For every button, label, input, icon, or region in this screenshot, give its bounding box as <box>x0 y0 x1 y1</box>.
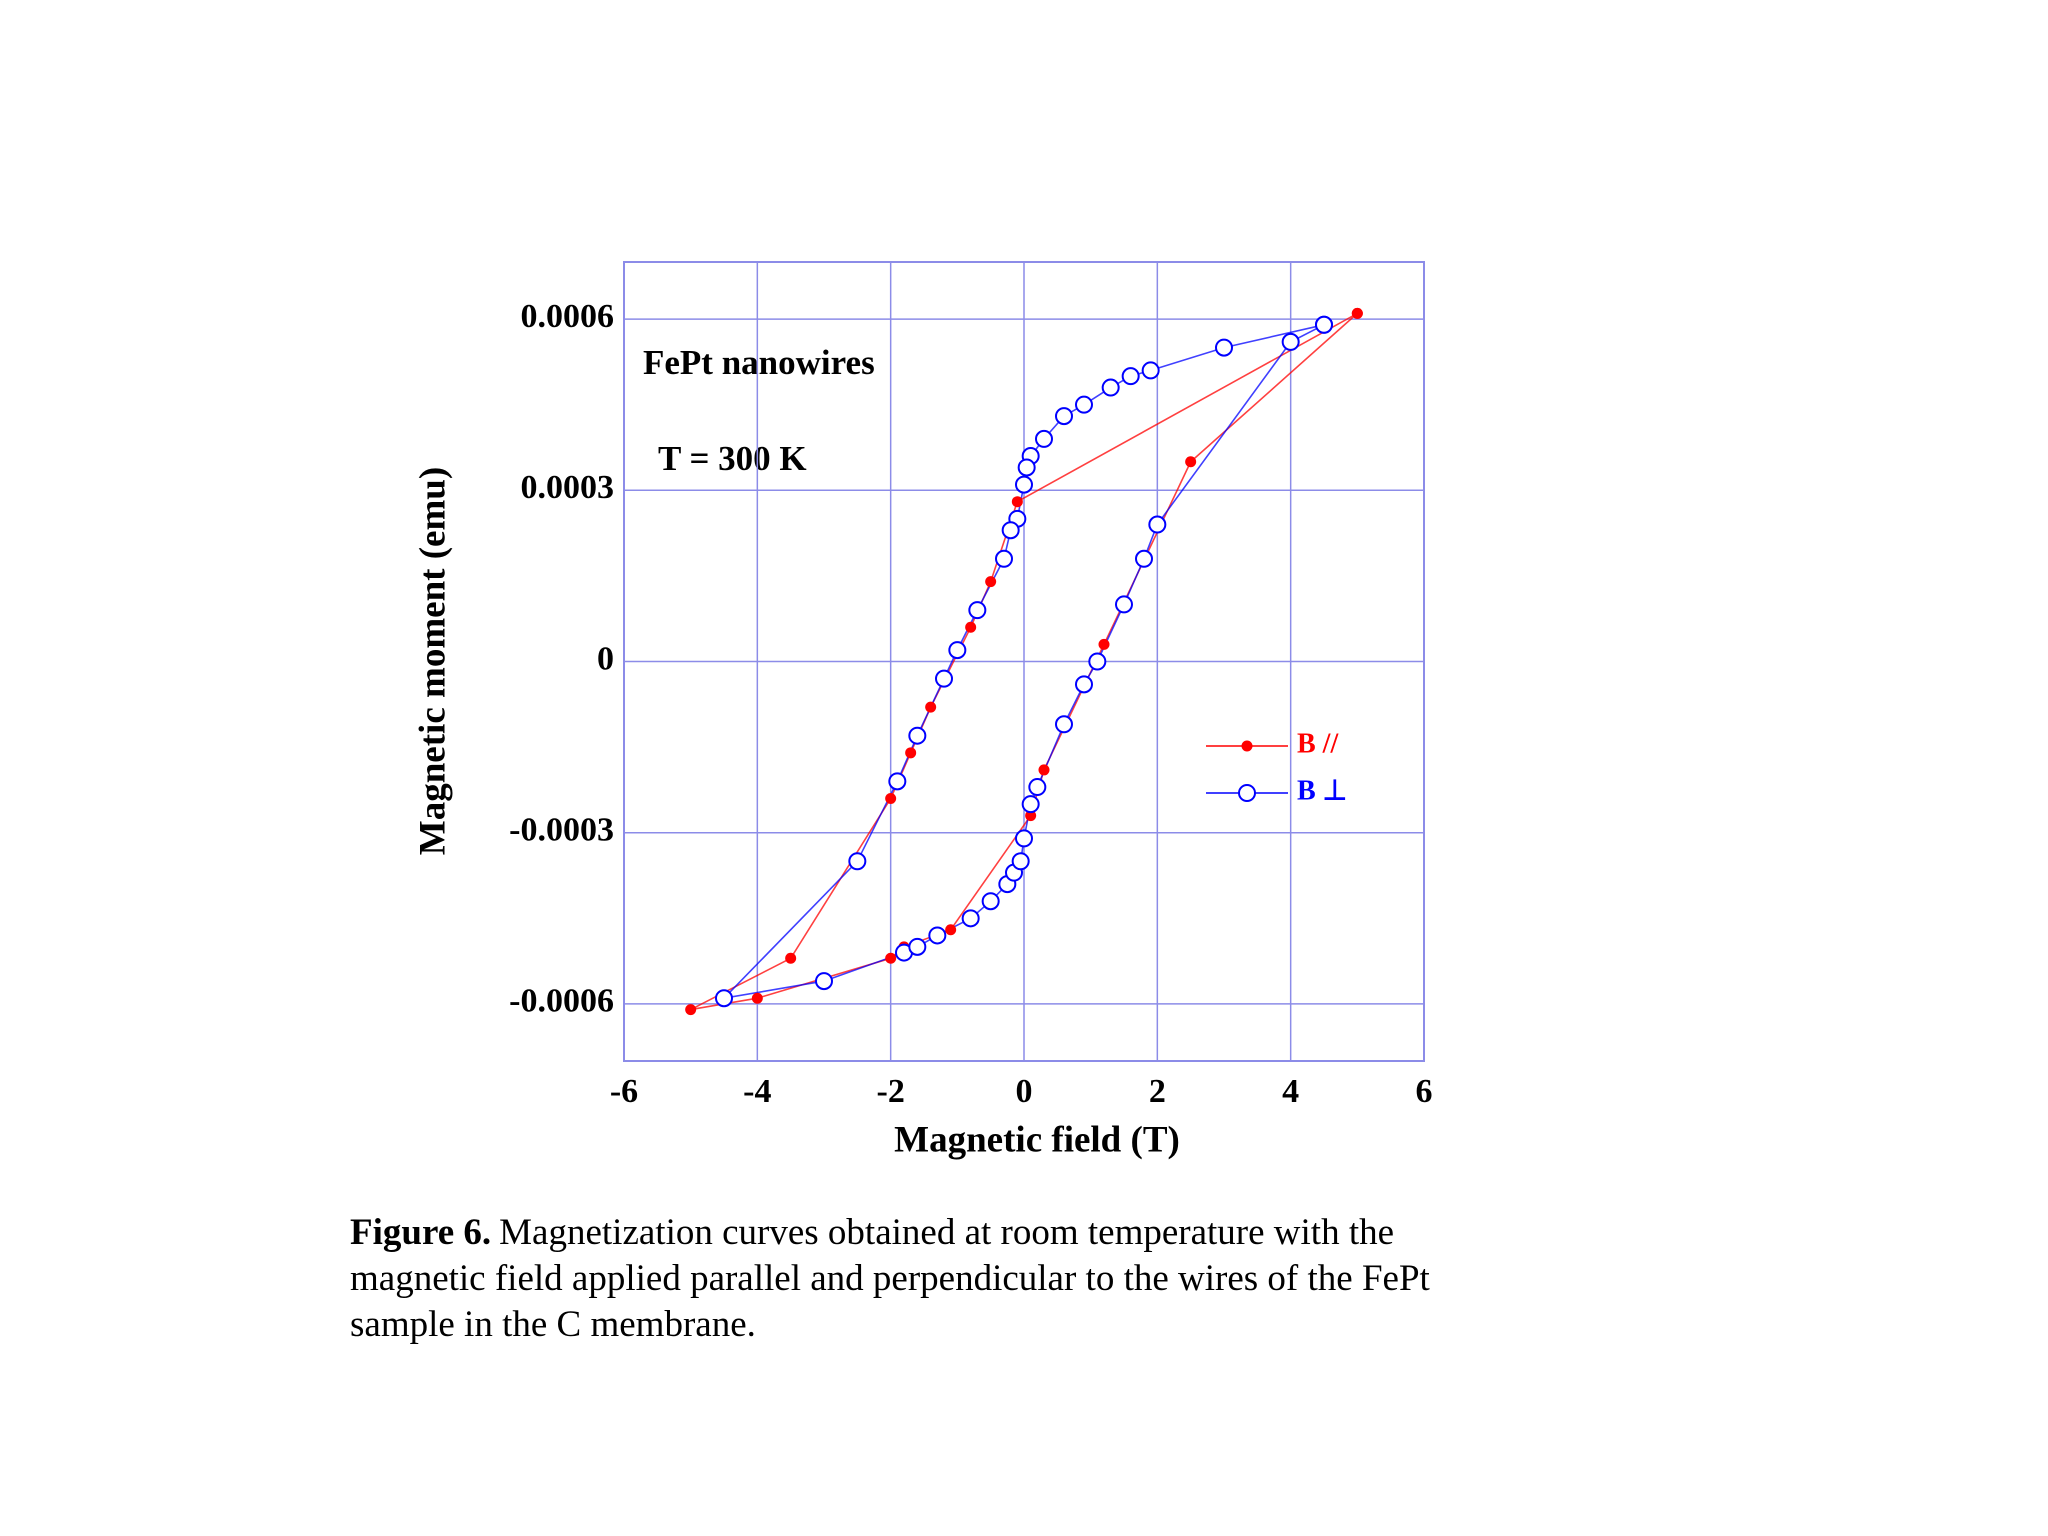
marker <box>1351 307 1363 319</box>
x-axis-title: Magnetic field (T) <box>894 1119 1180 1160</box>
marker <box>1017 458 1036 477</box>
marker <box>1028 778 1047 797</box>
marker <box>1035 429 1053 448</box>
x-tick-label: 4 <box>1282 1073 1299 1110</box>
marker <box>1141 361 1160 380</box>
marker <box>815 972 833 991</box>
legend-label: B ⊥ <box>1297 775 1347 806</box>
marker <box>1015 829 1033 848</box>
y-axis-title: Magnetic moment (emu) <box>412 467 453 855</box>
marker <box>908 937 927 956</box>
y-tick-label: 0.0006 <box>521 298 615 335</box>
marker <box>948 641 967 660</box>
marker <box>1215 338 1233 357</box>
legend-label: B // <box>1297 728 1339 759</box>
annotation: FePt nanowires <box>643 343 875 382</box>
marker <box>945 924 957 936</box>
marker <box>1075 675 1093 694</box>
caption-label: Figure 6. <box>350 1212 492 1253</box>
marker <box>965 621 977 633</box>
marker <box>1185 456 1197 468</box>
marker <box>751 992 763 1004</box>
marker <box>995 549 1013 568</box>
x-tick-label: -6 <box>610 1073 638 1110</box>
marker <box>1055 715 1073 734</box>
marker <box>985 576 997 588</box>
marker <box>885 952 897 964</box>
y-tick-label: 0 <box>597 640 614 677</box>
marker <box>888 772 907 791</box>
marker <box>1088 652 1107 671</box>
marker <box>961 909 980 928</box>
marker <box>968 601 987 620</box>
marker <box>1011 852 1030 871</box>
marker <box>1148 515 1167 534</box>
x-tick-label: -2 <box>877 1073 905 1110</box>
marker <box>715 989 733 1008</box>
marker <box>848 852 867 871</box>
marker <box>1101 378 1120 397</box>
marker <box>1238 784 1256 802</box>
caption-text: Magnetization curves obtained at room te… <box>350 1212 1430 1345</box>
marker <box>908 726 927 745</box>
marker <box>925 701 937 713</box>
x-tick-label: -4 <box>743 1073 771 1110</box>
marker <box>1281 332 1300 351</box>
marker <box>1121 367 1140 386</box>
marker <box>1011 496 1023 508</box>
y-tick-label: -0.0003 <box>509 812 614 849</box>
caption: Figure 6. Magnetization curves obtained a… <box>350 1210 1510 1348</box>
marker <box>1241 740 1253 752</box>
marker <box>785 952 797 964</box>
y-tick-label: 0.0003 <box>521 469 615 506</box>
marker <box>1021 795 1040 814</box>
x-tick-label: 2 <box>1149 1073 1166 1110</box>
marker <box>1055 407 1073 426</box>
marker <box>1075 395 1093 414</box>
chart: Magnetic field (T) Magnetic moment (emu)… <box>412 261 1433 1160</box>
marker <box>935 669 953 688</box>
marker <box>1315 315 1333 334</box>
marker <box>928 926 947 945</box>
marker <box>1001 521 1020 540</box>
marker <box>885 792 897 804</box>
marker <box>685 1004 697 1016</box>
y-tick-label: -0.0006 <box>509 983 614 1020</box>
x-tick-label: 6 <box>1416 1073 1433 1110</box>
marker <box>1135 549 1153 568</box>
annotation: T = 300 K <box>658 439 807 478</box>
marker <box>1098 638 1110 650</box>
x-tick-label: 0 <box>1016 1073 1033 1110</box>
marker <box>905 747 917 759</box>
marker <box>1015 475 1033 494</box>
marker <box>1038 764 1050 776</box>
marker <box>1115 595 1133 614</box>
marker <box>1025 810 1037 822</box>
plot-border <box>623 261 1425 1062</box>
marker <box>981 892 1000 911</box>
